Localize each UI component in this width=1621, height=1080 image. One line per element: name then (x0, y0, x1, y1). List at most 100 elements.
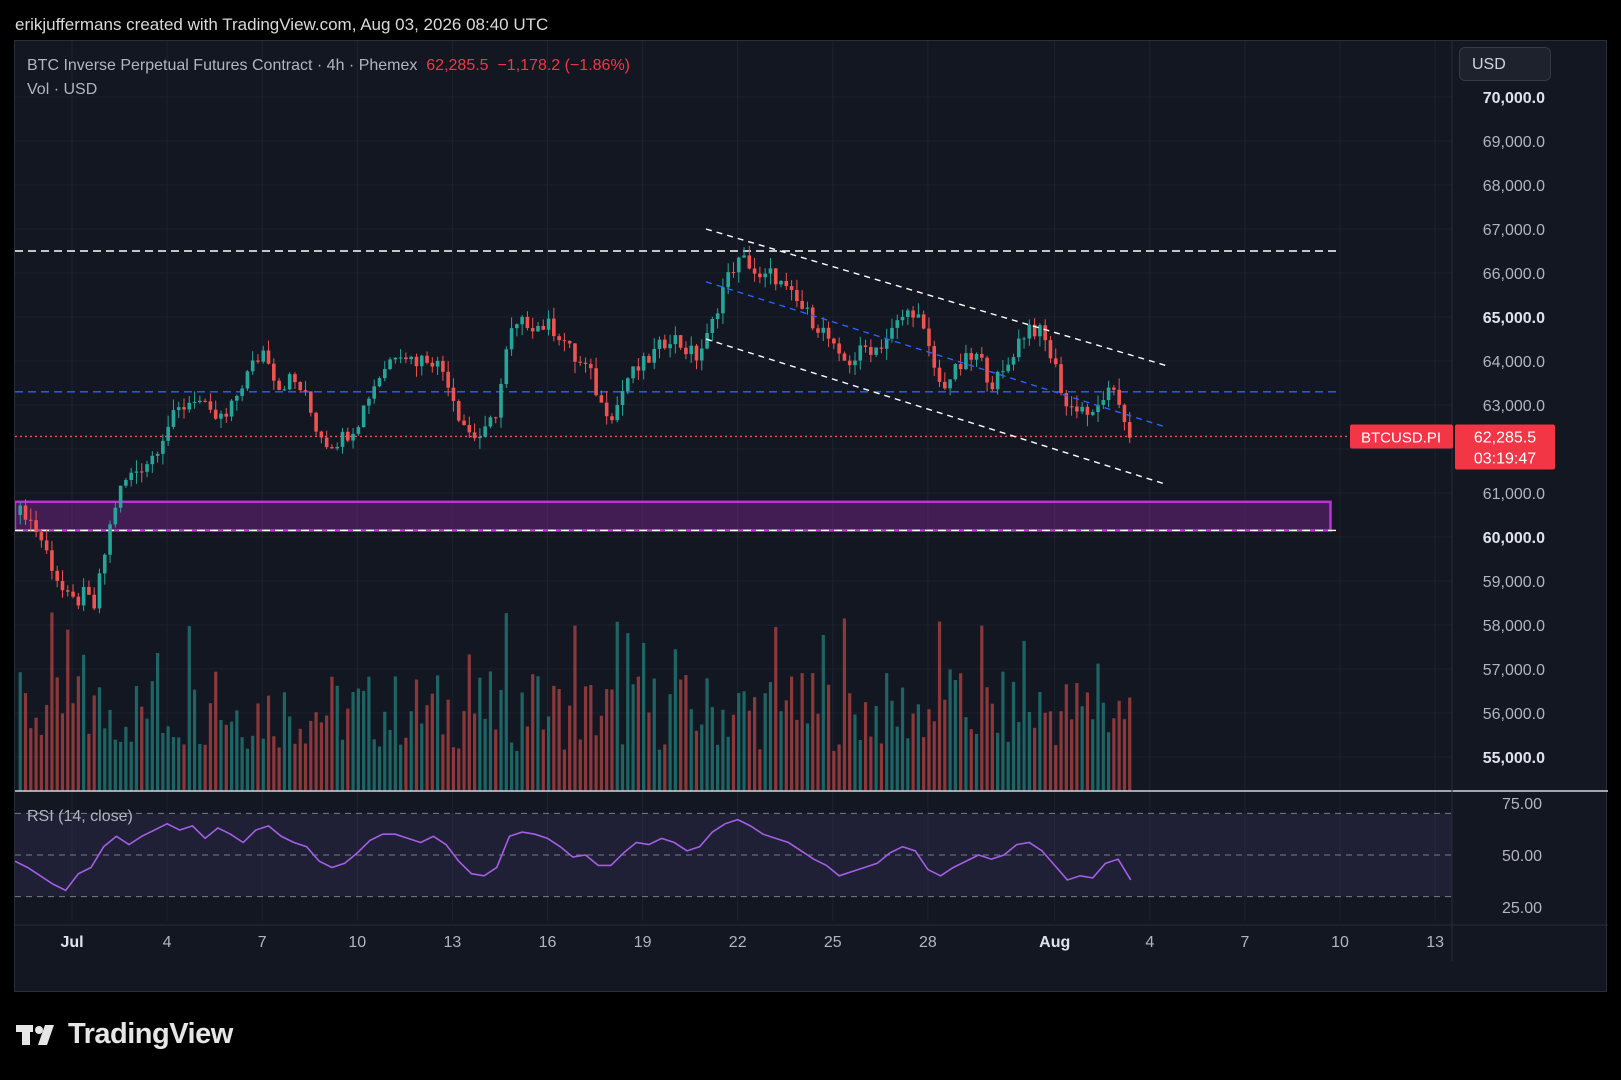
volume-bar (1006, 741, 1010, 791)
volume-bar (76, 676, 80, 791)
volume-bar (177, 737, 181, 791)
time-tick-label: 22 (729, 934, 747, 951)
volume-bar (483, 718, 487, 791)
candle-body (678, 335, 683, 348)
support-zone[interactable] (15, 500, 1332, 532)
volume-bar (420, 723, 424, 791)
channel-midline[interactable] (705, 281, 1166, 428)
price-tick-label: 57,000.0 (1483, 662, 1545, 679)
candle-body (911, 310, 915, 318)
volume-bar (948, 669, 952, 791)
volume-bar (1017, 722, 1021, 791)
volume-bar (599, 715, 603, 791)
candle-body (256, 360, 260, 362)
candle-body (441, 360, 445, 372)
volume-bar (853, 714, 857, 791)
price-tag-value: 62,285.5 (1474, 429, 1536, 446)
candle-body (430, 362, 435, 367)
candle-body (652, 348, 657, 363)
candle-body (779, 281, 783, 285)
currency-selector[interactable]: USD (1459, 47, 1551, 81)
channel-boundary-line[interactable] (705, 338, 1166, 485)
candle-body (102, 554, 107, 574)
volume-bar (980, 625, 984, 791)
candle-body (900, 316, 905, 321)
volume-bar (335, 685, 339, 791)
candle-body (731, 272, 736, 274)
volume-bar (879, 743, 884, 791)
candle-body (1001, 371, 1005, 373)
volume-bar (916, 704, 920, 791)
volume-bar (1106, 732, 1111, 791)
time-tick-label: 25 (824, 934, 842, 951)
candle-body (736, 257, 741, 273)
volume-bar (145, 718, 149, 791)
volume-bar (636, 676, 640, 791)
volume-bar (747, 710, 751, 791)
price-tag-bg (1455, 424, 1555, 470)
price-tag-countdown: 03:19:47 (1474, 450, 1536, 467)
candle-body (853, 360, 857, 366)
volume-bar (689, 709, 693, 791)
candle-body (1090, 412, 1095, 415)
price-tick-label: 66,000.0 (1483, 266, 1545, 283)
candle-body (124, 479, 128, 486)
candle-body (488, 417, 493, 427)
volume-bar (494, 729, 498, 791)
candle-body (55, 570, 60, 581)
time-tick-label: 10 (1331, 934, 1349, 951)
volume-bar (367, 676, 371, 791)
candle-body (583, 362, 588, 364)
volume-bar (92, 695, 96, 791)
volume-bar (245, 748, 250, 791)
volume-bar (372, 739, 376, 791)
volume-bar (140, 706, 144, 791)
symbol-tag-text: BTCUSD.PI (1361, 429, 1441, 446)
candle-body (335, 446, 340, 449)
price-tick-label: 64,000.0 (1483, 354, 1545, 371)
volume-bar (515, 750, 519, 791)
volume-bar (404, 737, 408, 791)
volume-bar (795, 719, 799, 791)
candle-body (23, 505, 28, 520)
volume-bar (900, 687, 905, 791)
volume-bar (235, 710, 239, 791)
time-tick-label: 19 (634, 934, 652, 951)
candle-body (742, 255, 746, 258)
volume-bar (340, 739, 345, 791)
candle-body (615, 405, 620, 421)
volume-bar (362, 690, 366, 791)
price-tick-label: 56,000.0 (1483, 706, 1545, 723)
candle-body (192, 402, 197, 404)
volume-bar (488, 671, 493, 791)
candle-body (874, 347, 878, 355)
volume-bar (816, 713, 820, 791)
candle-body (1032, 324, 1037, 337)
volume-bar (578, 739, 582, 791)
volume-bar (874, 705, 878, 791)
candle-body (393, 357, 398, 360)
candle-body (81, 586, 86, 606)
volume-bar (1085, 692, 1090, 791)
volume-bar (932, 721, 936, 791)
chart-frame[interactable]: RSI (14, close) 70,000.0 69,000.0 68,000.0… (14, 40, 1608, 993)
volume-bar (974, 733, 979, 791)
candle-body (414, 356, 419, 367)
volume-bar (679, 679, 683, 791)
channel-boundary-line[interactable] (705, 228, 1166, 367)
volume-bar (615, 621, 619, 791)
price-chart[interactable]: RSI (14, close) 70,000.0 69,000.0 68,000.0… (15, 41, 1608, 993)
volume-bar (446, 699, 450, 791)
candle-body (536, 325, 540, 332)
candle-body (1006, 364, 1011, 372)
candle-body (906, 310, 910, 317)
volume-bar (863, 702, 868, 791)
candle-body (319, 431, 324, 438)
volume-bar (414, 679, 419, 791)
volume-bar (858, 740, 862, 791)
volume-bar (356, 688, 360, 791)
candle-body (795, 290, 799, 302)
volume-bar (1048, 711, 1053, 791)
volume-bar (811, 673, 815, 791)
price-tick-label: 65,000.0 (1483, 310, 1545, 327)
